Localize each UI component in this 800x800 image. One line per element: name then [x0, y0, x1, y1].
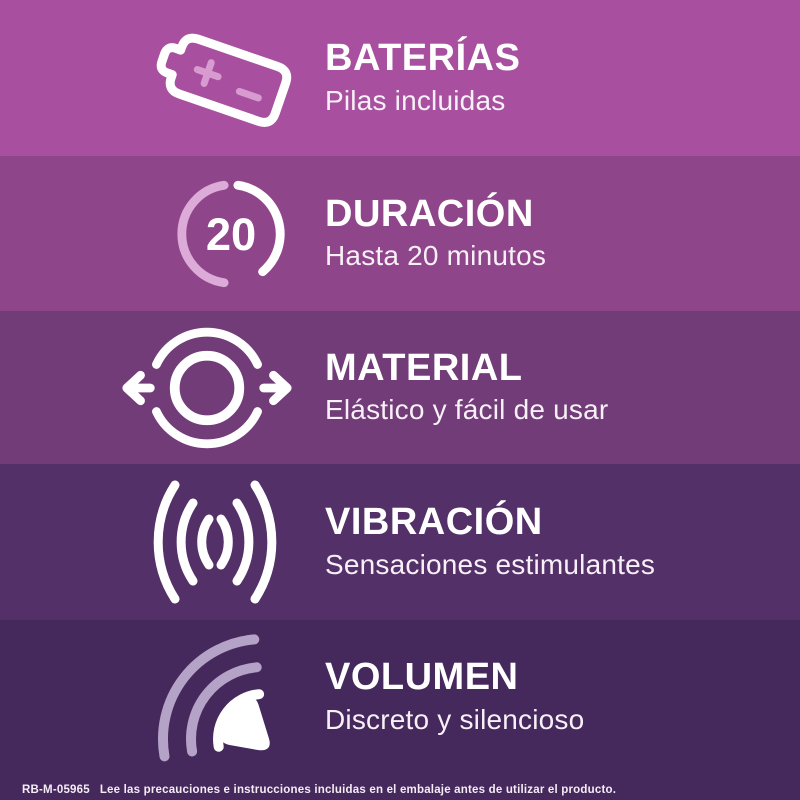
feature-band-volumen: VOLUMEN Discreto y silencioso RB-M-05965… [0, 620, 800, 800]
vibration-waves-icon [135, 477, 295, 607]
feature-title-material: MATERIAL [325, 346, 523, 389]
feature-band-baterias: BATERÍAS Pilas incluidas [0, 0, 800, 156]
feature-band-vibracion: VIBRACIÓN Sensaciones estimulantes [0, 464, 800, 620]
footer-warning-text: Lee las precauciones e instrucciones inc… [99, 784, 617, 796]
feature-title-vibracion: VIBRACIÓN [325, 501, 543, 544]
volume-speaker-icon [125, 627, 295, 767]
feature-title-duracion: DURACIÓN [325, 192, 534, 235]
feature-subtitle-baterias: Pilas incluidas [325, 84, 506, 116]
feature-subtitle-material: Elástico y fácil de usar [325, 394, 609, 426]
battery-icon [143, 17, 295, 139]
feature-band-material: MATERIAL Elástico y fácil de usar [0, 311, 800, 464]
footer-disclaimer: RB-M-05965 Lee las precauciones e instruc… [22, 784, 790, 796]
feature-title-baterias: BATERÍAS [325, 37, 521, 80]
feature-subtitle-volumen: Discreto y silencioso [325, 703, 585, 735]
feature-subtitle-vibracion: Sensaciones estimulantes [325, 548, 656, 580]
elastic-stretch-icon [119, 324, 295, 452]
feature-subtitle-duracion: Hasta 20 minutos [325, 240, 547, 272]
timer-badge-20: 20 [206, 208, 256, 259]
footer-product-code: RB-M-05965 [22, 784, 90, 796]
feature-band-duracion: 20 DURACIÓN Hasta 20 minutos [0, 156, 800, 311]
timer-20-icon: 20 [167, 170, 295, 298]
feature-title-volumen: VOLUMEN [325, 656, 519, 699]
